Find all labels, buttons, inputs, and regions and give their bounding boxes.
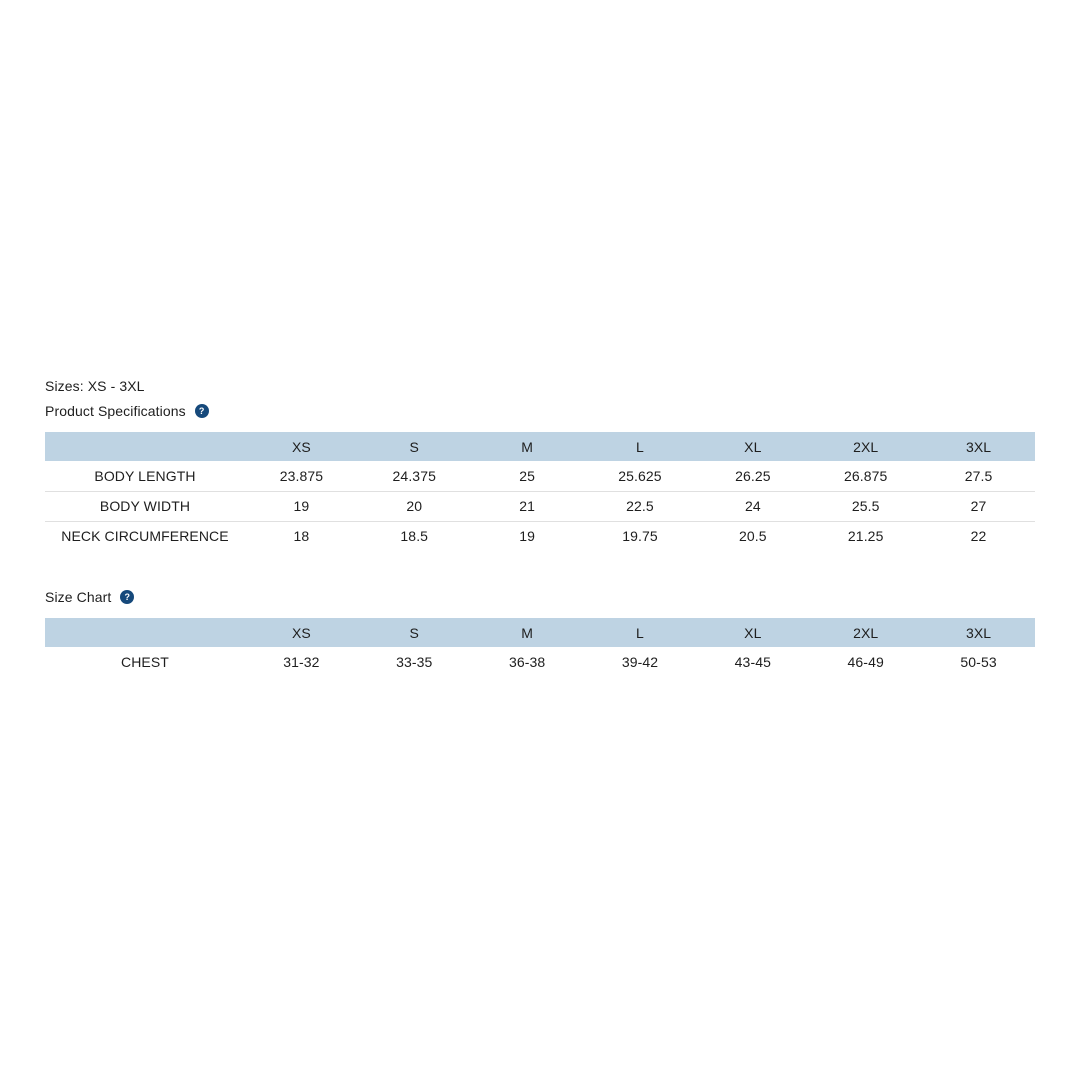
size-information-panel: Sizes: XS - 3XL Product Specifications ?… xyxy=(45,378,1035,677)
size-column-header: S xyxy=(357,618,471,647)
measurement-cell: 26.875 xyxy=(809,461,923,492)
product-specifications-section: Product Specifications ? XS S M L XL 2XL 3XL B… xyxy=(45,403,1035,551)
table-header-row: XS S M L XL 2XL 3XL xyxy=(45,432,1035,461)
table-row: NECK CIRCUMFERENCE 18 18.5 19 19.75 20.5 21.25… xyxy=(45,521,1035,551)
measurement-cell: 19.75 xyxy=(583,521,697,551)
size-column-header: S xyxy=(357,432,471,461)
question-mark-glyph: ? xyxy=(198,405,205,416)
help-icon[interactable]: ? xyxy=(194,404,209,418)
question-mark-glyph: ? xyxy=(124,591,131,602)
measurement-cell: 22 xyxy=(922,521,1035,551)
measurement-cell: 36-38 xyxy=(470,647,584,677)
measurement-cell: 25.5 xyxy=(809,491,923,522)
size-column-header: XS xyxy=(244,618,358,647)
size-column-header: XL xyxy=(696,618,810,647)
size-column-header: L xyxy=(583,432,697,461)
measurement-cell: 26.25 xyxy=(696,461,810,492)
product-specifications-title: Product Specifications xyxy=(45,403,186,419)
size-chart-section: Size Chart ? XS S M L XL 2XL 3XL CHEST 31-32 33-… xyxy=(45,589,1035,677)
size-column-header: XS xyxy=(244,432,358,461)
measurement-cell: 21.25 xyxy=(809,521,923,551)
measurement-cell: 19 xyxy=(470,521,584,551)
size-column-header: 3XL xyxy=(922,432,1035,461)
size-chart-heading: Size Chart ? xyxy=(45,589,1035,605)
measurement-cell: 50-53 xyxy=(922,647,1035,677)
measurement-cell: 18.5 xyxy=(357,521,471,551)
measurement-cell: 25.625 xyxy=(583,461,697,492)
row-label: CHEST xyxy=(45,647,245,677)
product-specifications-heading: Product Specifications ? xyxy=(45,403,1035,419)
measurement-cell: 33-35 xyxy=(357,647,471,677)
row-label-column-header xyxy=(45,432,245,461)
size-column-header: 3XL xyxy=(922,618,1035,647)
table-row: CHEST 31-32 33-35 36-38 39-42 43-45 46-49 50-53 xyxy=(45,647,1035,677)
help-icon[interactable]: ? xyxy=(120,590,135,604)
row-label: BODY WIDTH xyxy=(45,491,245,522)
measurement-cell: 21 xyxy=(470,491,584,522)
sizes-range-label: Sizes: XS - 3XL xyxy=(45,378,145,394)
measurement-cell: 19 xyxy=(244,491,358,522)
row-label: NECK CIRCUMFERENCE xyxy=(45,521,245,551)
measurement-cell: 31-32 xyxy=(244,647,358,677)
table-row: BODY LENGTH 23.875 24.375 25 25.625 26.25 26.8… xyxy=(45,461,1035,492)
product-specifications-table: XS S M L XL 2XL 3XL BODY LENGTH 23.875 24.375 25 2… xyxy=(45,432,1035,551)
measurement-cell: 25 xyxy=(470,461,584,492)
row-label: BODY LENGTH xyxy=(45,461,245,492)
measurement-cell: 20 xyxy=(357,491,471,522)
measurement-cell: 20.5 xyxy=(696,521,810,551)
measurement-cell: 23.875 xyxy=(244,461,358,492)
measurement-cell: 39-42 xyxy=(583,647,697,677)
measurement-cell: 27 xyxy=(922,491,1035,522)
size-chart-title: Size Chart xyxy=(45,589,112,605)
measurement-cell: 43-45 xyxy=(696,647,810,677)
measurement-cell: 27.5 xyxy=(922,461,1035,492)
size-column-header: 2XL xyxy=(809,432,923,461)
measurement-cell: 46-49 xyxy=(809,647,923,677)
size-column-header: L xyxy=(583,618,697,647)
row-label-column-header xyxy=(45,618,245,647)
measurement-cell: 24.375 xyxy=(357,461,471,492)
measurement-cell: 22.5 xyxy=(583,491,697,522)
size-column-header: XL xyxy=(696,432,810,461)
measurement-cell: 24 xyxy=(696,491,810,522)
table-header-row: XS S M L XL 2XL 3XL xyxy=(45,618,1035,647)
size-column-header: M xyxy=(470,618,584,647)
size-column-header: 2XL xyxy=(809,618,923,647)
table-row: BODY WIDTH 19 20 21 22.5 24 25.5 27 xyxy=(45,491,1035,522)
size-chart-table: XS S M L XL 2XL 3XL CHEST 31-32 33-35 36-38 39-42 4… xyxy=(45,618,1035,677)
measurement-cell: 18 xyxy=(244,521,358,551)
size-column-header: M xyxy=(470,432,584,461)
